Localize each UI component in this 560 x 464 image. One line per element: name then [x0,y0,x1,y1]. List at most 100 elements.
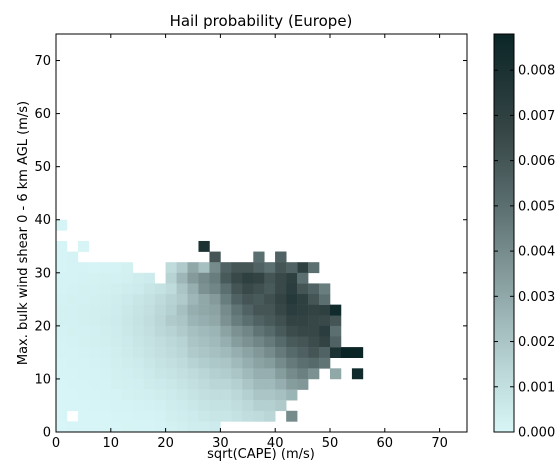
heatmap-cell [330,368,342,380]
heatmap-cell [132,378,144,390]
heatmap-cell [253,283,265,295]
heatmap-cell [77,378,90,390]
x-tick-label: 0 [52,436,60,451]
heatmap-cell [198,315,210,327]
heatmap-cell [88,304,101,316]
colorbar-tick-label: 0.002 [518,335,555,350]
heatmap-cell [264,325,276,337]
heatmap-cell [99,315,112,327]
heatmap-cell [286,325,298,337]
heatmap-cell [351,347,364,359]
heatmap-cell [99,272,112,284]
heatmap-cell [56,368,68,380]
heatmap-cell [209,389,221,401]
heatmap-cell [275,368,287,380]
heatmap-cell [308,283,320,295]
heatmap-cell [99,325,112,337]
x-tick-label: 70 [431,436,448,451]
heatmap-cell [88,325,101,337]
heatmap-cell [275,283,287,295]
heatmap-cell [66,315,79,327]
heatmap-cell [253,389,265,401]
heatmap-cell [66,272,79,284]
heatmap-cell [176,410,188,422]
heatmap-cell [66,400,79,412]
heatmap-cell [220,336,232,348]
heatmap-cell [187,400,199,412]
heatmap-cell [121,262,134,274]
colorbar-tick-label: 0.000 [518,426,555,441]
heatmap-cell [132,304,144,316]
heatmap-cell [351,368,364,380]
heatmap-cell [231,336,243,348]
colorbar-ticks: 0.000 0.001 0.002 0.003 0.004 0.005 0.006 0.007… [494,64,555,441]
heatmap-cell [253,304,265,316]
y-tick-label: 30 [34,266,51,281]
heatmap-cell [220,304,232,316]
heatmap-cell [253,272,265,284]
heatmap-cell [77,410,90,422]
heatmap-cell [242,283,254,295]
heatmap-cell [187,357,199,369]
x-axis-ticks: 0 10 20 30 40 50 60 70 [52,34,448,451]
colorbar-tick-label: 0.007 [518,109,555,124]
heatmap-cell [165,336,177,348]
y-axis-label: Max. bulk wind shear 0 - 6 km AGL (m/s) [16,101,31,365]
heatmap-cell [275,336,287,348]
heatmap-cell [176,400,188,412]
heatmap-cell [297,315,309,327]
heatmap-cell [143,272,155,284]
heatmap-cell [99,421,112,433]
heatmap-cell [56,378,68,390]
heatmap-cell [319,304,331,316]
heatmap-cell [319,283,331,295]
heatmap-cell [209,304,221,316]
heatmap-cell [77,315,90,327]
heatmap-cell [319,357,331,369]
heatmap-cell [66,251,79,263]
heatmap-cell [176,325,188,337]
heatmap-cell [88,389,101,401]
heatmap-cell [297,368,309,380]
heatmap-cell [253,325,265,337]
heatmap-cell [110,325,123,337]
heatmap-cell [319,336,331,348]
heatmap-cell [286,410,298,422]
heatmap-cell [286,389,298,401]
heatmap-cell [297,272,309,284]
heatmap-cell [297,262,309,274]
heatmap-cell [66,389,79,401]
colorbar-tick-label: 0.001 [518,380,555,395]
heatmap-cell [242,304,254,316]
heatmap-cell [275,378,287,390]
heatmap-cell [198,368,210,380]
heatmap-cell [77,400,90,412]
heatmap-cell [121,421,134,433]
heatmap-cell [242,400,254,412]
heatmap-cell [132,315,144,327]
heatmap-cell [110,421,123,433]
heatmap-cell [242,378,254,390]
heatmap-cell [121,389,134,401]
heatmap-cell [286,357,298,369]
heatmap-cell [286,368,298,380]
x-tick-label: 60 [377,436,394,451]
heatmap-cell [187,421,199,433]
heatmap-cell [198,262,210,274]
heatmap-cell [110,315,123,327]
heatmap-cell [220,294,232,305]
heatmap-cell [165,421,177,433]
heatmap-cell [99,283,112,295]
heatmap-cell [231,389,243,401]
heatmap-cell [56,262,68,274]
heatmap-cell [242,347,254,359]
heatmap-cell [297,283,309,295]
heatmap-cell [220,272,232,284]
x-tick-label: 20 [157,436,174,451]
heatmap-cell [187,315,199,327]
heatmap-cell [187,262,199,274]
heatmap-cell [297,347,309,359]
heatmap-cell [154,357,166,369]
heatmap-cell [121,368,134,380]
